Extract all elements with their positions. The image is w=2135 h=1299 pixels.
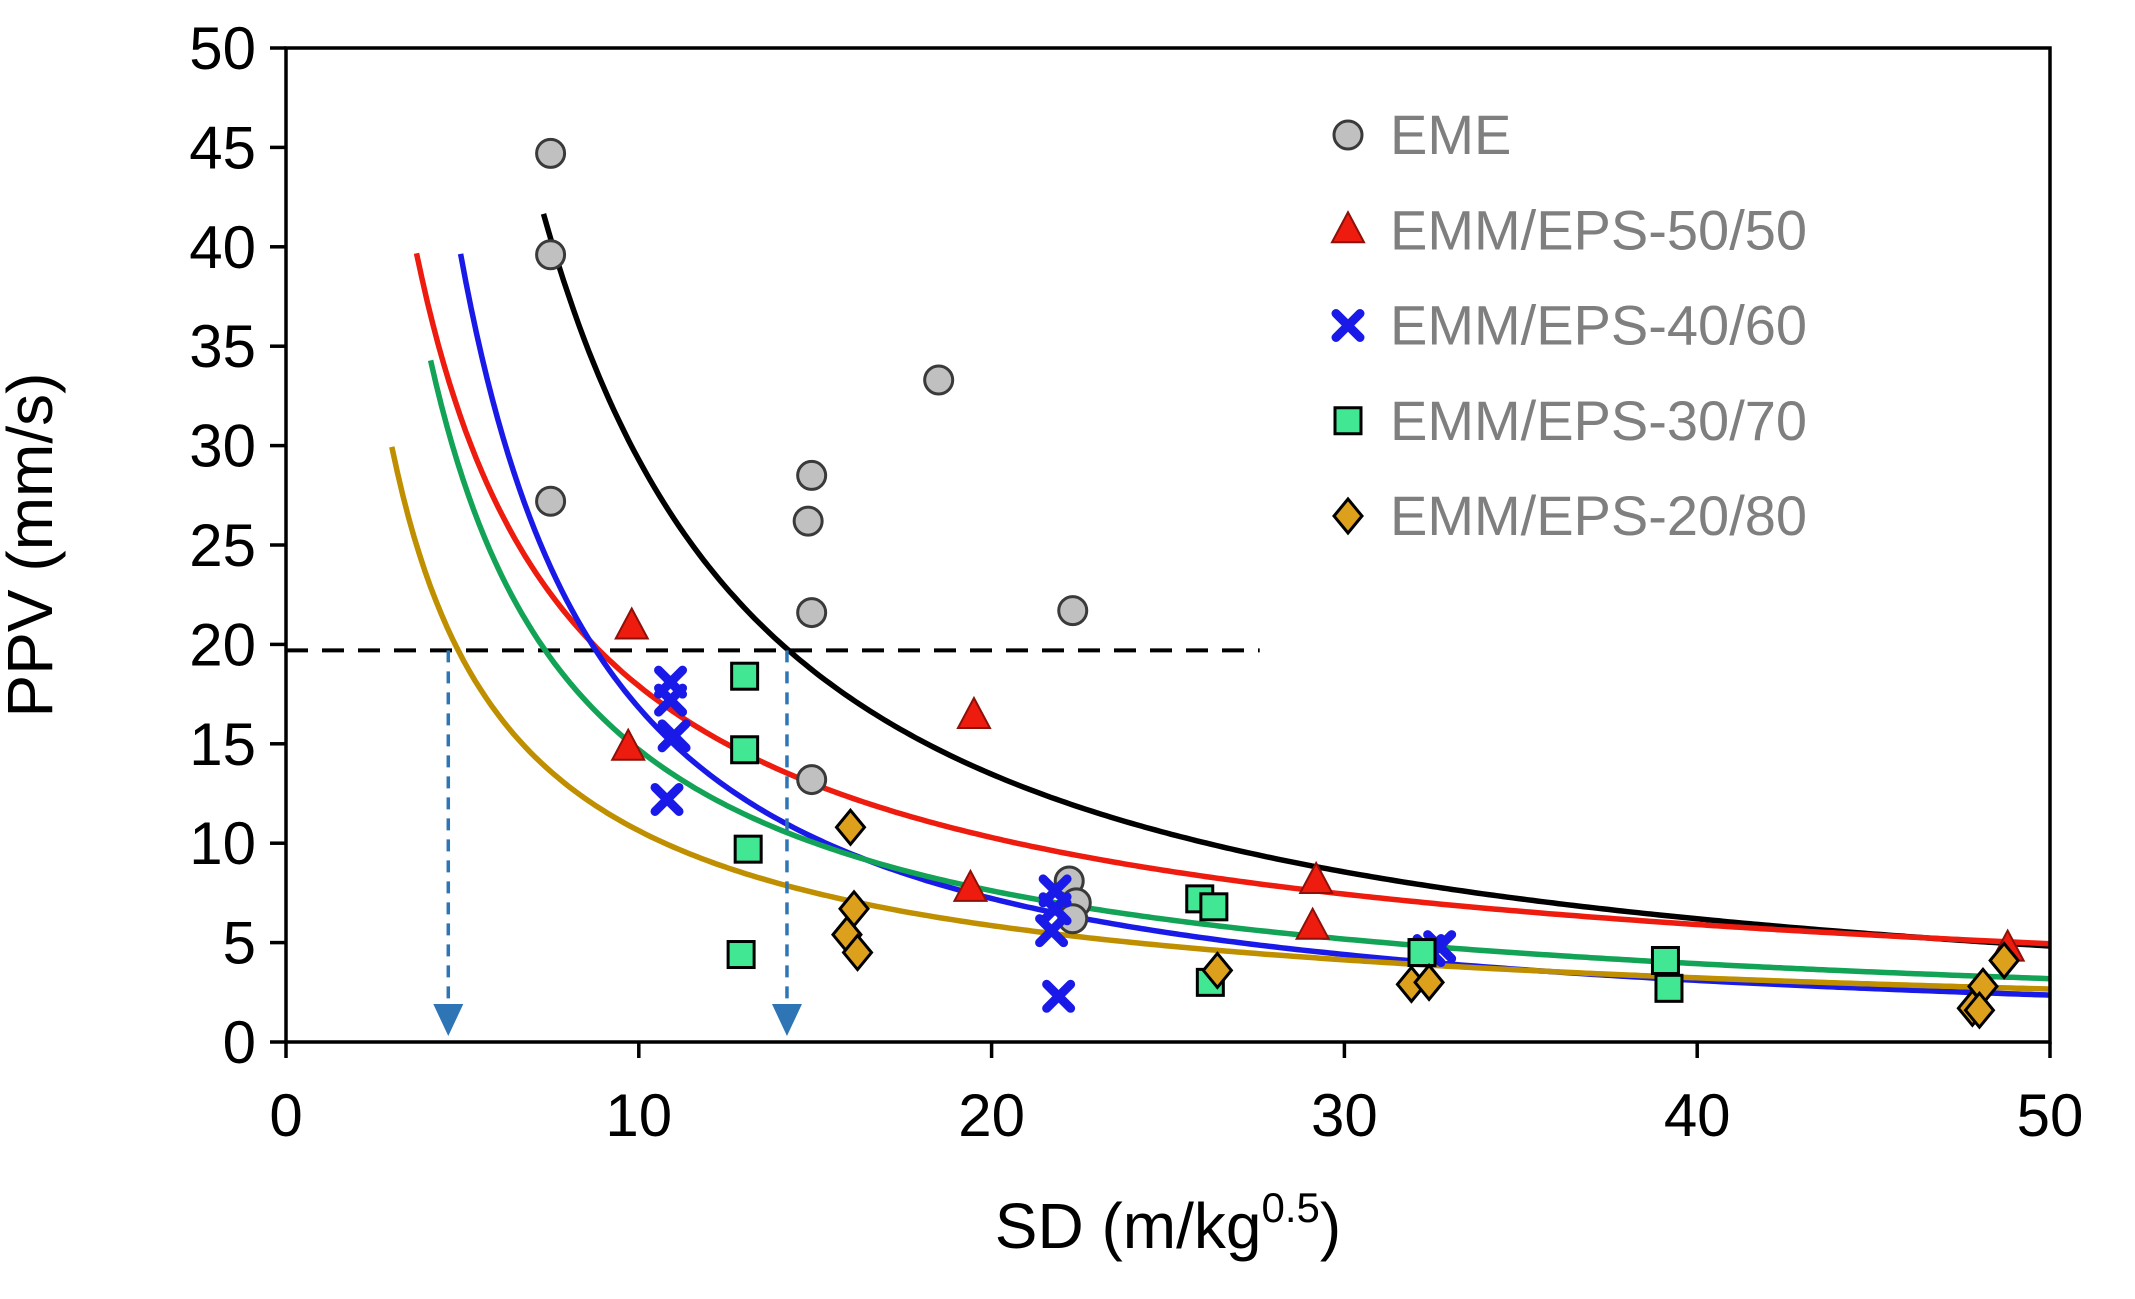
x-tick-label: 0 bbox=[269, 1082, 302, 1149]
series-eme bbox=[535, 137, 1092, 935]
square-marker-icon bbox=[1199, 892, 1229, 922]
y-tick-label: 15 bbox=[189, 711, 256, 778]
x-axis-label-close: ) bbox=[1320, 1190, 1341, 1262]
plot-area: 0 10 20 30 40 50 0 5 10 15 20 25 30 35 40 45 50 EME EMM/EP… bbox=[189, 15, 2083, 1149]
triangle-marker-icon bbox=[1298, 860, 1334, 894]
circle-marker-icon bbox=[923, 364, 955, 396]
x-tick-label: 40 bbox=[1664, 1082, 1731, 1149]
y-tick-label: 20 bbox=[189, 611, 256, 678]
legend-item-label: EME bbox=[1390, 103, 1511, 166]
diamond-marker-icon bbox=[1201, 951, 1234, 990]
triangle-marker-icon bbox=[1294, 906, 1331, 940]
guide-arrow-head-icon bbox=[771, 1004, 802, 1037]
x-marker-icon bbox=[1331, 309, 1365, 342]
square-marker-icon bbox=[733, 834, 763, 864]
circle-marker-icon bbox=[796, 459, 828, 491]
fit-curve-emm-eps-40-60 bbox=[457, 253, 2051, 998]
x-marker-icon bbox=[1035, 914, 1069, 948]
y-tick-label: 25 bbox=[189, 512, 256, 579]
square-marker-icon bbox=[1654, 973, 1684, 1003]
square-marker-icon bbox=[726, 940, 756, 970]
legend-item-emm-eps-20-80: EMM/EPS-20/80 bbox=[1332, 484, 1807, 547]
square-marker-icon bbox=[730, 661, 760, 691]
x-marker-icon bbox=[657, 719, 691, 753]
circle-marker-icon bbox=[796, 764, 828, 796]
x-marker-icon bbox=[650, 782, 684, 816]
diamond-marker-icon bbox=[1963, 990, 1996, 1030]
fit-curve-emm-eps-20-80 bbox=[389, 446, 2051, 992]
circle-marker-icon bbox=[792, 505, 824, 537]
series-emm-eps-20-80 bbox=[831, 807, 2021, 1030]
square-marker-icon bbox=[1650, 945, 1680, 975]
x-tick-label: 30 bbox=[1311, 1082, 1378, 1149]
y-axis-label: PPV (mm/s) bbox=[0, 373, 66, 718]
fit-curve-emm-eps-30-70 bbox=[427, 359, 2051, 982]
y-tick-label: 40 bbox=[189, 214, 256, 281]
legend-item-emm-eps-40-60: EMM/EPS-40/60 bbox=[1331, 294, 1807, 357]
legend-item-label: EMM/EPS-30/70 bbox=[1390, 389, 1807, 452]
fit-curve-eme bbox=[540, 213, 2051, 949]
square-marker-icon bbox=[1407, 938, 1437, 968]
y-tick-label: 30 bbox=[189, 413, 256, 480]
circle-marker-icon bbox=[1057, 595, 1089, 627]
x-marker-icon bbox=[654, 683, 688, 717]
x-axis-label: SD (m/kg0.5) bbox=[995, 1184, 1341, 1262]
x-axis-label-sup: 0.5 bbox=[1261, 1184, 1319, 1231]
guide-arrow-head-icon bbox=[433, 1004, 464, 1037]
circle-marker-icon bbox=[535, 137, 567, 169]
x-tick-label: 10 bbox=[605, 1082, 672, 1149]
diamond-marker-icon bbox=[1988, 941, 2021, 980]
legend-item-emm-eps-50-50: EMM/EPS-50/50 bbox=[1330, 198, 1807, 261]
circle-marker-icon bbox=[535, 485, 567, 517]
x-axis-label-main: SD (m/kg bbox=[995, 1190, 1262, 1262]
diamond-marker-icon bbox=[834, 807, 867, 847]
y-tick-label: 10 bbox=[189, 810, 256, 877]
diamond-marker-icon bbox=[841, 933, 874, 972]
square-marker-icon bbox=[730, 735, 760, 765]
legend-item-label: EMM/EPS-20/80 bbox=[1390, 484, 1807, 547]
y-tick-label: 50 bbox=[189, 15, 256, 82]
triangle-marker-icon bbox=[610, 727, 646, 761]
y-tick-label: 45 bbox=[189, 114, 256, 181]
circle-marker-icon bbox=[535, 239, 567, 271]
square-marker-icon bbox=[1333, 406, 1363, 436]
triangle-marker-icon bbox=[952, 868, 989, 902]
triangle-marker-icon bbox=[1330, 210, 1366, 244]
diamond-marker-icon bbox=[1413, 963, 1446, 1002]
y-tick-label: 5 bbox=[223, 910, 256, 977]
diamond-marker-icon bbox=[1332, 496, 1364, 536]
triangle-marker-icon bbox=[614, 606, 650, 640]
legend-item-emm-eps-30-70: EMM/EPS-30/70 bbox=[1333, 389, 1807, 452]
x-marker-icon bbox=[1042, 979, 1076, 1013]
circle-marker-icon bbox=[796, 597, 828, 629]
x-tick-label: 50 bbox=[2017, 1082, 2084, 1149]
legend-item-label: EMM/EPS-50/50 bbox=[1390, 198, 1807, 261]
x-tick-label: 20 bbox=[958, 1082, 1025, 1149]
legend-item-eme: EME bbox=[1332, 103, 1511, 166]
legend-item-label: EMM/EPS-40/60 bbox=[1390, 294, 1807, 357]
y-tick-label: 0 bbox=[223, 1009, 256, 1076]
triangle-marker-icon bbox=[956, 695, 992, 729]
circle-marker-icon bbox=[1332, 119, 1364, 151]
y-tick-label: 35 bbox=[189, 313, 256, 380]
